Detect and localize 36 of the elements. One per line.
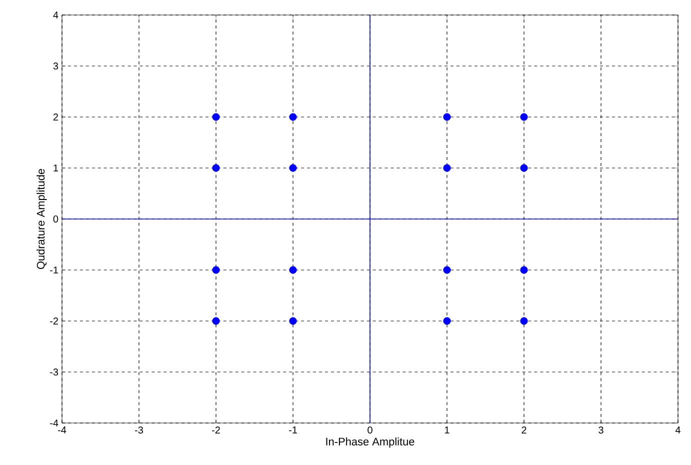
y-tick-label: 1: [54, 164, 58, 172]
y-axis-title: Qudrature Amplitude: [36, 168, 47, 270]
x-tick-label: 0: [368, 426, 372, 434]
x-tick-label: -3: [135, 426, 143, 434]
x-tick-label: 4: [675, 426, 680, 434]
y-tick-label: -1: [50, 266, 58, 274]
y-tick-label: 2: [53, 114, 58, 120]
point: [289, 113, 297, 121]
point: [443, 164, 451, 172]
y-tick-label: 0: [53, 215, 58, 223]
x-tick-label: -1: [289, 426, 297, 434]
point: [289, 266, 297, 274]
point: [443, 266, 451, 274]
point: [520, 266, 528, 274]
point: [212, 113, 220, 121]
point: [520, 164, 528, 172]
x-tick-label: 2: [522, 426, 526, 434]
y-tick-label: 4: [53, 12, 58, 18]
point: [212, 266, 220, 274]
point: [443, 113, 451, 121]
x-tick-label: 3: [598, 426, 604, 434]
point: [443, 317, 451, 325]
x-tick-label: -4: [58, 426, 66, 434]
x-tick-label: -2: [212, 426, 220, 434]
x-axis-title: In-Phase Amplitue: [326, 437, 414, 448]
y-tick-label: -4: [50, 420, 58, 426]
point: [289, 164, 297, 172]
point: [520, 113, 528, 121]
point: [212, 164, 220, 172]
y-tick-label: 3: [53, 62, 58, 70]
y-tick-label: -2: [50, 318, 58, 324]
x-tick-label: 1: [444, 426, 450, 434]
y-tick-label: -3: [50, 368, 58, 376]
point: [520, 317, 528, 325]
point: [212, 317, 220, 325]
point: [289, 317, 297, 325]
